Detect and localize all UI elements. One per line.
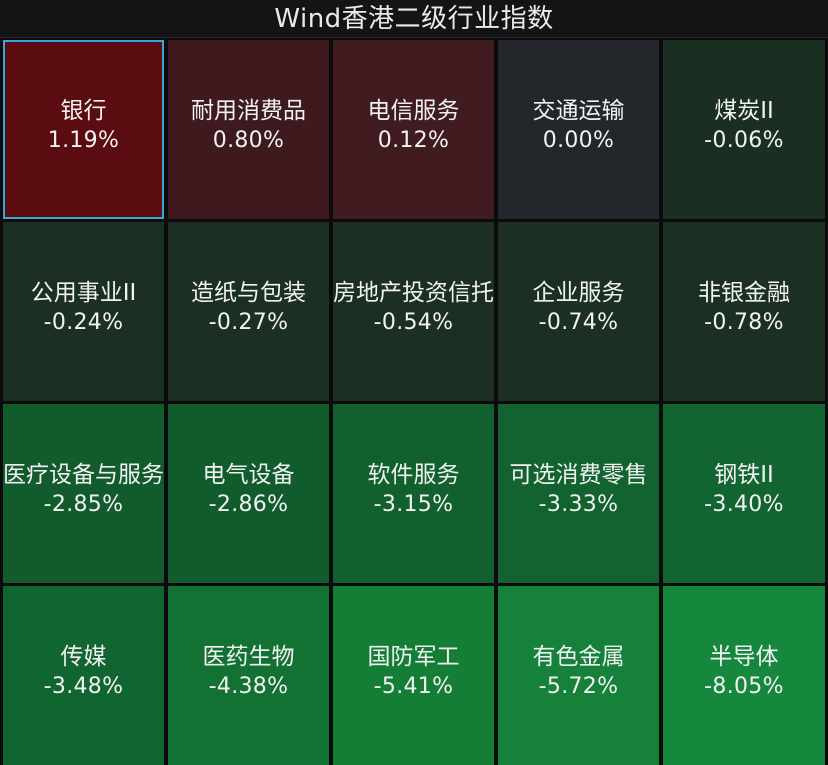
tile-banking[interactable]: 银行 1.19% xyxy=(3,40,164,219)
tile-change: -0.74% xyxy=(538,309,619,335)
tile-name: 软件服务 xyxy=(367,461,460,488)
tile-change: -8.05% xyxy=(704,673,784,699)
tile-change: -2.85% xyxy=(43,491,124,517)
tile-transport[interactable]: 交通运输 0.00% xyxy=(498,40,659,219)
tile-change: -3.48% xyxy=(43,673,124,699)
tile-change: -4.38% xyxy=(208,673,289,699)
tile-name: 半导体 xyxy=(709,643,779,670)
tile-name: 煤炭II xyxy=(714,97,774,124)
tile-name: 耐用消费品 xyxy=(191,97,306,124)
tile-name: 医疗设备与服务 xyxy=(3,461,164,488)
tile-name: 传媒 xyxy=(60,643,107,670)
tile-durable-goods[interactable]: 耐用消费品 0.80% xyxy=(168,40,329,219)
tile-consumer-retail[interactable]: 可选消费零售 -3.33% xyxy=(498,404,659,583)
tile-change: -0.06% xyxy=(704,127,784,153)
tile-change: 0.12% xyxy=(377,127,450,153)
tile-name: 医药生物 xyxy=(202,643,295,670)
tile-change: -5.72% xyxy=(538,673,619,699)
tile-reits[interactable]: 房地产投资信托 -0.54% xyxy=(333,222,494,401)
tile-change: -3.33% xyxy=(538,491,619,517)
tile-telecom[interactable]: 电信服务 0.12% xyxy=(333,40,494,219)
tile-name: 电信服务 xyxy=(367,97,460,124)
tile-name: 电气设备 xyxy=(202,461,295,488)
tile-change: -0.78% xyxy=(704,309,784,335)
industry-heatmap: 银行 1.19% 耐用消费品 0.80% 电信服务 0.12% 交通运输 0.0… xyxy=(3,40,825,765)
tile-change: -3.40% xyxy=(704,491,784,517)
tile-medical-devices[interactable]: 医疗设备与服务 -2.85% xyxy=(3,404,164,583)
tile-steel[interactable]: 钢铁II -3.40% xyxy=(663,404,825,583)
tile-change: 0.80% xyxy=(212,127,285,153)
tile-name: 交通运输 xyxy=(532,97,625,124)
tile-name: 房地产投资信托 xyxy=(333,279,494,306)
tile-change: -2.86% xyxy=(208,491,289,517)
tile-name: 有色金属 xyxy=(532,643,625,670)
tile-change: -0.27% xyxy=(208,309,289,335)
tile-name: 可选消费零售 xyxy=(509,461,648,488)
tile-change: -5.41% xyxy=(373,673,454,699)
tile-semiconductors[interactable]: 半导体 -8.05% xyxy=(663,586,825,765)
tile-non-bank-finance[interactable]: 非银金融 -0.78% xyxy=(663,222,825,401)
page-title: Wind香港二级行业指数 xyxy=(0,0,828,38)
tile-change: 1.19% xyxy=(47,127,120,153)
tile-change: -0.24% xyxy=(43,309,124,335)
tile-change: -3.15% xyxy=(373,491,454,517)
tile-coal[interactable]: 煤炭II -0.06% xyxy=(663,40,825,219)
tile-media[interactable]: 传媒 -3.48% xyxy=(3,586,164,765)
tile-name: 企业服务 xyxy=(532,279,625,306)
tile-name: 银行 xyxy=(60,97,107,124)
tile-software[interactable]: 软件服务 -3.15% xyxy=(333,404,494,583)
tile-name: 钢铁II xyxy=(714,461,774,488)
tile-name: 非银金融 xyxy=(698,279,790,306)
tile-nonferrous-metals[interactable]: 有色金属 -5.72% xyxy=(498,586,659,765)
tile-name: 造纸与包装 xyxy=(191,279,306,306)
tile-change: 0.00% xyxy=(542,127,615,153)
tile-pharma-biotech[interactable]: 医药生物 -4.38% xyxy=(168,586,329,765)
tile-paper-packaging[interactable]: 造纸与包装 -0.27% xyxy=(168,222,329,401)
tile-business-services[interactable]: 企业服务 -0.74% xyxy=(498,222,659,401)
tile-defense[interactable]: 国防军工 -5.41% xyxy=(333,586,494,765)
tile-name: 公用事业II xyxy=(30,279,137,306)
tile-electrical-equipment[interactable]: 电气设备 -2.86% xyxy=(168,404,329,583)
tile-change: -0.54% xyxy=(373,309,454,335)
tile-name: 国防军工 xyxy=(367,643,460,670)
tile-utilities[interactable]: 公用事业II -0.24% xyxy=(3,222,164,401)
